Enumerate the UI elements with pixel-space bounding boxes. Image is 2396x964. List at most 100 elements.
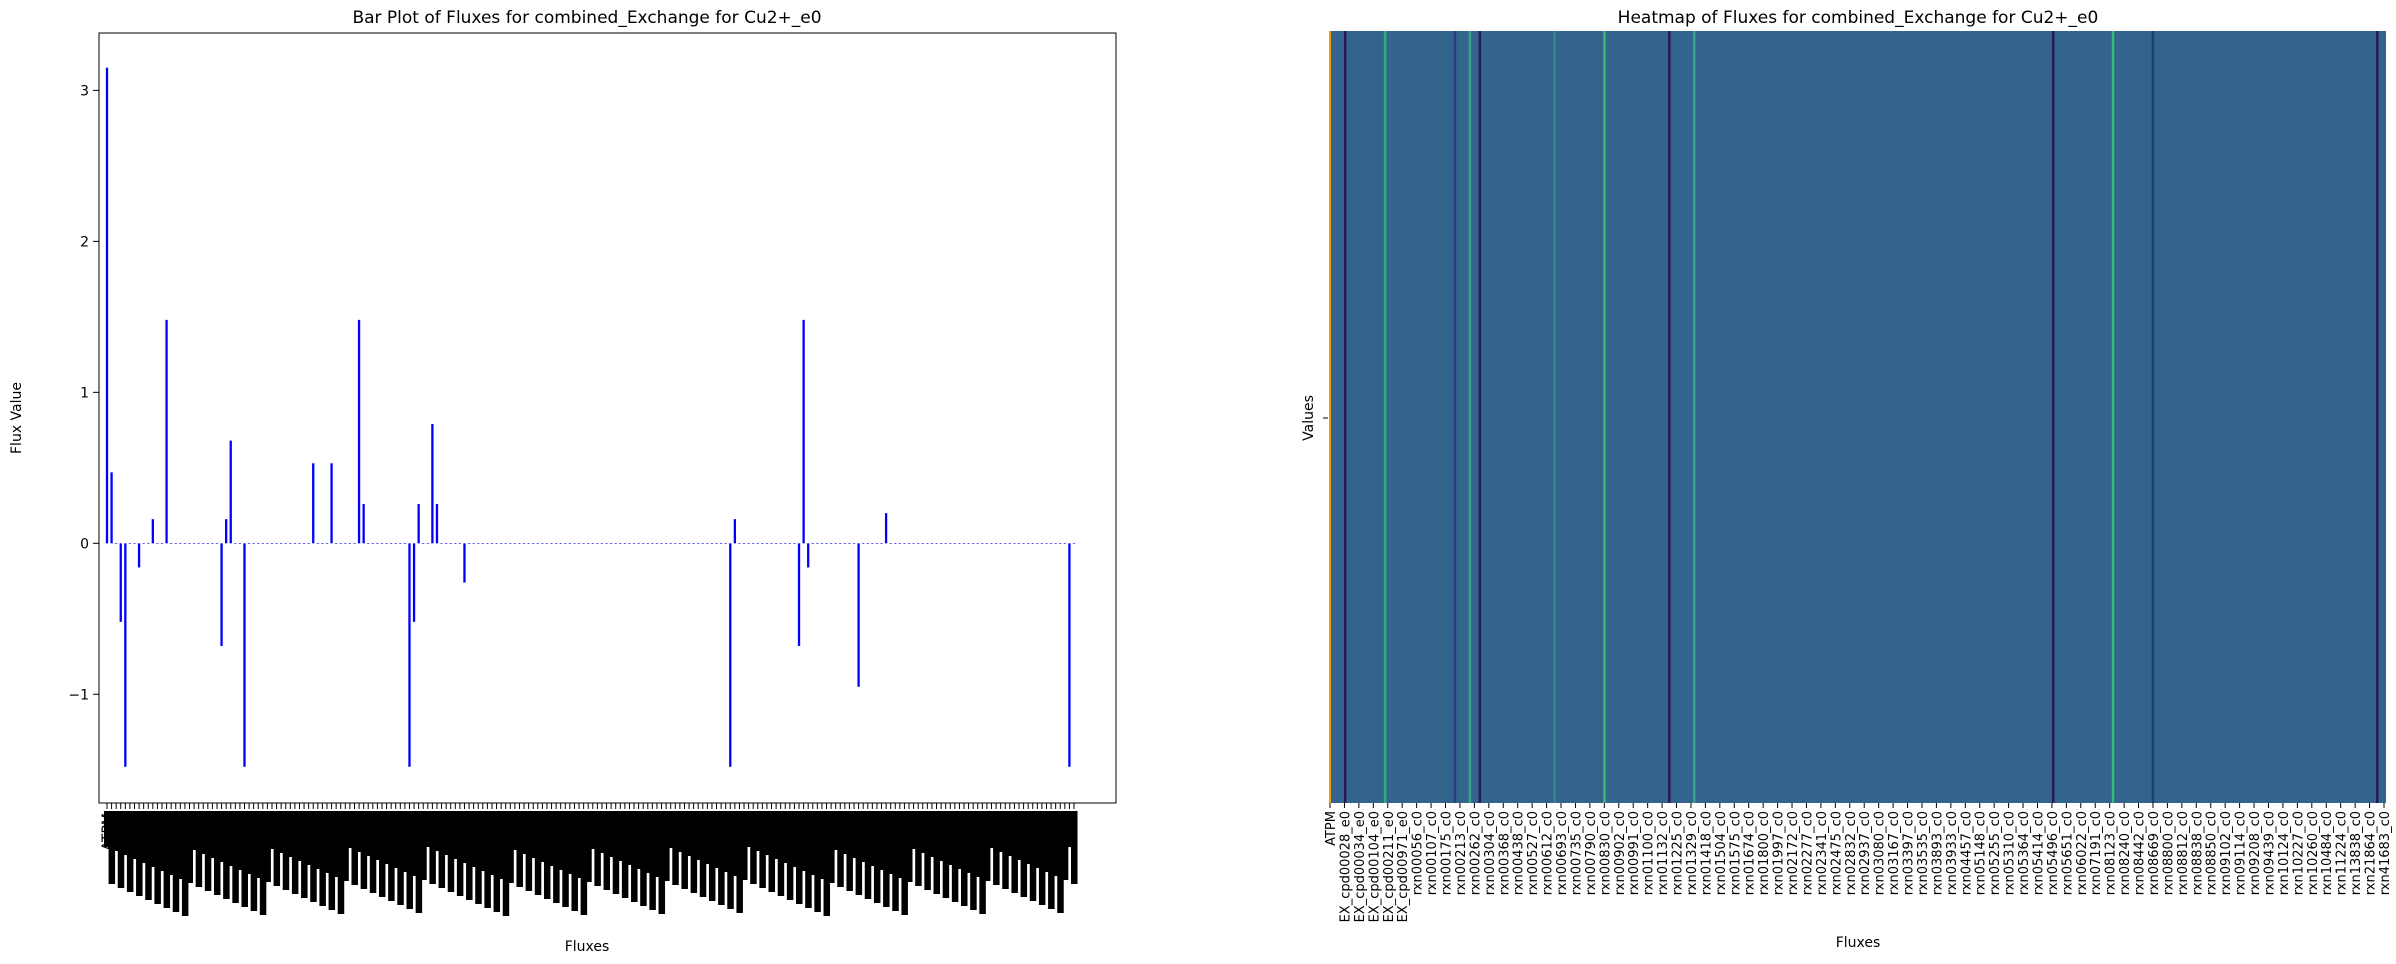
heatmap-x-tick-label: rxn10124_c0 — [2277, 811, 2292, 895]
bar — [701, 543, 704, 544]
bar — [820, 543, 824, 544]
bar-x-tick-label-mark — [310, 811, 317, 902]
bar — [958, 543, 961, 544]
bar-x-tick-label-mark — [342, 811, 349, 881]
bar-x-tick-label-mark — [938, 811, 945, 861]
bar-x-tick-label-mark — [722, 811, 730, 872]
bar — [587, 543, 590, 544]
bar — [490, 543, 494, 544]
bar — [632, 543, 636, 544]
bar-x-tick-label-mark — [246, 811, 253, 874]
bar-plot-area — [98, 32, 1117, 804]
bar — [797, 543, 801, 646]
bar — [147, 543, 150, 544]
bar-x-tick-label-mark — [204, 811, 212, 891]
bar-x-tick-label-mark — [433, 811, 441, 851]
bar — [335, 543, 338, 544]
bar-x-tick-label-mark — [521, 811, 528, 854]
bar-x-tick-label-mark — [1006, 811, 1014, 856]
heatmap-x-tick-label: rxn00213_c0 — [1454, 811, 1469, 895]
bar-x-tick-label-mark — [993, 811, 1000, 885]
heatmap-x-tick-label: rxn09114_c0 — [2234, 811, 2249, 895]
bar-x-tick-label-mark — [1048, 811, 1055, 909]
bar — [1004, 543, 1007, 544]
bar-x-tick-label-mark — [585, 811, 592, 882]
heatmap-x-tick-label: rxn01329_c0 — [1685, 811, 1700, 895]
bar-x-tick-label-mark — [1020, 811, 1028, 897]
bar — [545, 543, 549, 544]
bar — [188, 543, 191, 544]
bar — [976, 543, 979, 544]
bar — [917, 543, 920, 544]
bar — [1040, 543, 1044, 544]
bar — [761, 543, 764, 544]
heatmap-x-tick-label: rxn01504_c0 — [1714, 811, 1729, 895]
bar — [142, 543, 145, 544]
heatmap-x-tick-label: rxn01674_c0 — [1743, 811, 1758, 895]
bar-x-tick-label-mark — [626, 811, 633, 865]
heatmap-x-axis: ATPM EX_cpd00028_e0 EX_cpd00034_e0 EX_cpd00… — [1324, 803, 2393, 922]
bar-x-tick-label-mark — [649, 811, 656, 910]
bar — [289, 543, 292, 544]
bar-x-tick-label-mark — [328, 811, 336, 910]
bar — [426, 543, 429, 544]
heatmap-x-tick-label: rxn05364_c0 — [2017, 811, 2032, 895]
heatmap-x-tick-label: rxn05310_c0 — [2003, 811, 2018, 895]
heatmap-x-tick-label: rxn02832_c0 — [1844, 811, 1859, 895]
bar-x-tick-label-mark — [259, 811, 267, 915]
bar-x-tick-label-mark — [736, 811, 743, 913]
bar-x-tick-label-mark — [374, 811, 381, 860]
bar-x-tick-label-mark — [443, 811, 450, 855]
bar-chart: Bar Plot of Fluxes for combined_Exchange… — [9, 8, 1117, 955]
bar — [449, 543, 452, 544]
bar — [811, 543, 814, 544]
bar — [591, 543, 594, 544]
bar-x-tick-label-mark — [406, 811, 413, 909]
bar — [170, 543, 173, 544]
bar — [550, 543, 553, 544]
bar-x-tick-label-mark — [1043, 811, 1051, 872]
bar-x-tick-label-mark — [910, 811, 918, 849]
bar-x-tick-label-mark — [429, 811, 436, 884]
heatmap-x-tick-label: rxn08800_c0 — [2161, 811, 2176, 895]
bar-x-tick-label-mark — [401, 811, 409, 872]
bar-x-tick-label-mark — [699, 811, 707, 897]
bar — [600, 543, 604, 544]
bar — [756, 543, 759, 544]
heatmap-cell — [1478, 31, 1482, 803]
heatmap-x-tick-label: rxn03893_c0 — [1930, 811, 1945, 895]
bar — [357, 319, 361, 544]
bar-y-tick-label: 1 — [80, 385, 89, 401]
bar-x-tick-label-mark — [708, 811, 716, 901]
bar-x-tick-label-mark — [631, 811, 638, 902]
bar-x-tick-label-mark — [823, 811, 831, 916]
heatmap-cell — [1329, 31, 1331, 803]
bar-x-tick-label-mark — [841, 811, 849, 854]
bar-x-tick-label-mark — [704, 811, 711, 864]
bar — [614, 543, 617, 544]
bar — [316, 543, 319, 544]
heatmap-cell — [1553, 31, 1556, 803]
bar-x-tick-label-mark — [181, 811, 189, 916]
heatmap-x-tick-label: rxn11224_c0 — [2335, 811, 2350, 895]
bar — [165, 319, 168, 544]
heatmap-x-tick-label: rxn41683_c0 — [2378, 811, 2393, 895]
bar-x-tick-label-mark — [548, 811, 556, 866]
bar — [605, 543, 608, 544]
bar-x-axis-label: Fluxes — [565, 939, 610, 955]
heatmap-x-tick-label: rxn00830_c0 — [1598, 811, 1613, 895]
heatmap-x-tick-label: rxn06022_c0 — [2075, 811, 2090, 895]
bar — [362, 504, 365, 544]
bar — [660, 543, 663, 544]
bar-x-tick-label: ATPM — [100, 813, 116, 851]
bar-x-tick-label-mark — [956, 811, 963, 869]
bar-x-tick-label-mark — [314, 811, 322, 869]
heatmap-x-tick-label: rxn01225_c0 — [1671, 811, 1686, 895]
heatmap-x-tick-label: rxn00612_c0 — [1541, 811, 1556, 895]
bar — [981, 543, 984, 544]
bar-x-tick-label-mark — [635, 811, 643, 869]
bar-x-tick-label-mark — [149, 811, 157, 867]
bar — [962, 543, 966, 544]
bar — [994, 543, 998, 544]
bar-x-tick-label-mark — [365, 811, 372, 856]
